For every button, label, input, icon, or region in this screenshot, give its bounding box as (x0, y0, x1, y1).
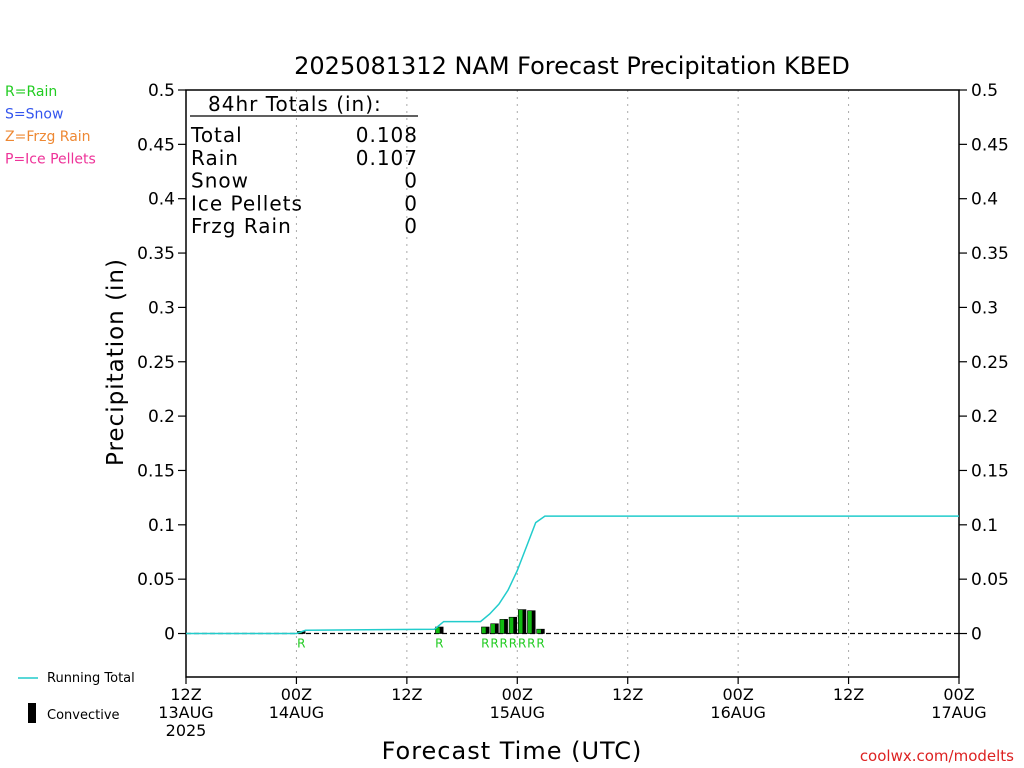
precip-type-marker: R (509, 637, 517, 651)
convective-bar (531, 610, 536, 634)
y-tick-label-left: 0.45 (137, 135, 175, 155)
precip-type-legend-item: P=Ice Pellets (5, 152, 96, 168)
x-tick-label: 13AUG (158, 703, 213, 722)
x-axis-label: Forecast Time (UTC) (382, 737, 643, 765)
precip-type-marker: R (536, 637, 544, 651)
y-tick-label-left: 0.4 (148, 190, 175, 210)
x-tick-label: 00Z (502, 685, 533, 704)
y-tick-label-right: 0.05 (971, 570, 1009, 590)
y-axis-ticks: 0 00.05 0.050.1 0.10.15 0.150.2 0.20.25 0.250.… (137, 81, 1009, 645)
x-tick-label: 12Z (612, 685, 643, 704)
y-tick-label-left: 0.2 (148, 407, 175, 427)
precip-type-marker: R (518, 637, 526, 651)
credit-text: coolwx.com/modelts (860, 747, 1014, 765)
totals-rows: Total 0.108 Rain 0.107 Snow 0 Ice Pellets 0 Frzg… (190, 123, 418, 238)
totals-box: 84hr Totals (in): Total 0.108 Rain 0.107 Sno… (190, 92, 418, 238)
convective-bar (522, 609, 526, 634)
x-tick-label: 12Z (170, 685, 201, 704)
y-tick-label-right: 0.2 (971, 407, 998, 427)
x-tick-label: 16AUG (710, 703, 765, 722)
y-tick-label-right: 0.15 (971, 461, 1009, 481)
running-total-line (186, 515, 959, 635)
plot-frame (185, 89, 960, 678)
totals-row-value: 0 (404, 191, 418, 215)
precip-type-legend-item: Z=Frzg Rain (5, 129, 91, 145)
x-tick-label: 15AUG (490, 703, 545, 722)
convective-bar (513, 617, 517, 634)
y-tick-label-right: 0.4 (971, 190, 998, 210)
y-tick-label-right: 0 (971, 625, 982, 645)
y-tick-label-left: 0.05 (137, 570, 175, 590)
bottom-legend: Running Total Convective (18, 671, 135, 723)
convective-bar (485, 626, 490, 634)
y-tick-label-left: 0 (164, 625, 175, 645)
x-tick-label: 00Z (722, 685, 753, 704)
y-tick-label-right: 0.1 (971, 516, 998, 536)
y-tick-label-left: 0.1 (148, 516, 175, 536)
x-tick-label: 00Z (943, 685, 974, 704)
y-axis-label: Precipitation (in) (103, 258, 129, 466)
precip-bar (499, 619, 508, 634)
chart-title: 2025081312 NAM Forecast Precipitation KB… (294, 52, 850, 80)
y-tick-label-left: 0.15 (137, 461, 175, 481)
precip-bar (481, 626, 490, 634)
convective-bar (301, 631, 306, 634)
x-tick-label: 17AUG (931, 703, 986, 722)
totals-row-label: Total (190, 123, 243, 147)
x-tick-label: 12Z (391, 685, 422, 704)
totals-row-label: Rain (191, 146, 239, 170)
totals-row-value: 0 (404, 214, 418, 238)
precip-bar (536, 628, 545, 634)
running-total-legend-label: Running Total (47, 671, 135, 686)
y-tick-label-left: 0.25 (137, 353, 175, 373)
totals-row-value: 0 (404, 169, 418, 193)
y-tick-label-right: 0.3 (971, 298, 998, 318)
precip-type-marker: R (435, 637, 443, 651)
convective-bar (494, 623, 499, 634)
totals-row-value: 0.108 (356, 123, 418, 147)
convective-legend-label: Convective (47, 708, 120, 723)
precip-type-marker: R (527, 637, 535, 651)
totals-row-label: Frzg Rain (191, 214, 292, 238)
x-tick-label: 12Z (833, 685, 864, 704)
y-tick-label-left: 0.3 (148, 298, 175, 318)
gridlines (295, 90, 850, 677)
precip-type-marker: R (500, 637, 508, 651)
totals-heading: 84hr Totals (in): (208, 92, 382, 116)
y-tick-label-right: 0.35 (971, 244, 1009, 264)
convective-legend-swatch (28, 703, 36, 723)
totals-row-label: Ice Pellets (191, 191, 303, 215)
y-tick-label-left: 0.5 (148, 81, 175, 101)
precip-bar (435, 626, 444, 634)
y-tick-label-right: 0.5 (971, 81, 998, 101)
y-tick-label-right: 0.25 (971, 353, 1009, 373)
totals-row-value: 0.107 (356, 146, 418, 170)
x-tick-label: 14AUG (269, 703, 324, 722)
x-tick-label: 00Z (281, 685, 312, 704)
x-tick-label: 2025 (166, 721, 207, 740)
precip-type-legend-item: R=Rain (5, 84, 57, 100)
convective-bar (540, 629, 545, 634)
y-tick-label-right: 0.45 (971, 135, 1009, 155)
convective-bar (504, 619, 508, 634)
precip-type-marker: R (490, 637, 498, 651)
precip-bars (297, 609, 545, 634)
precip-type-legend: R=Rain S=Snow Z=Frzg Rain P=Ice Pellets (5, 84, 96, 168)
precip-type-marker: R (297, 637, 305, 651)
y-tick-label-left: 0.35 (137, 244, 175, 264)
convective-bar (439, 626, 444, 634)
precip-type-legend-item: S=Snow (5, 107, 63, 123)
totals-row-label: Snow (191, 169, 249, 193)
precip-type-marker: R (481, 637, 489, 651)
